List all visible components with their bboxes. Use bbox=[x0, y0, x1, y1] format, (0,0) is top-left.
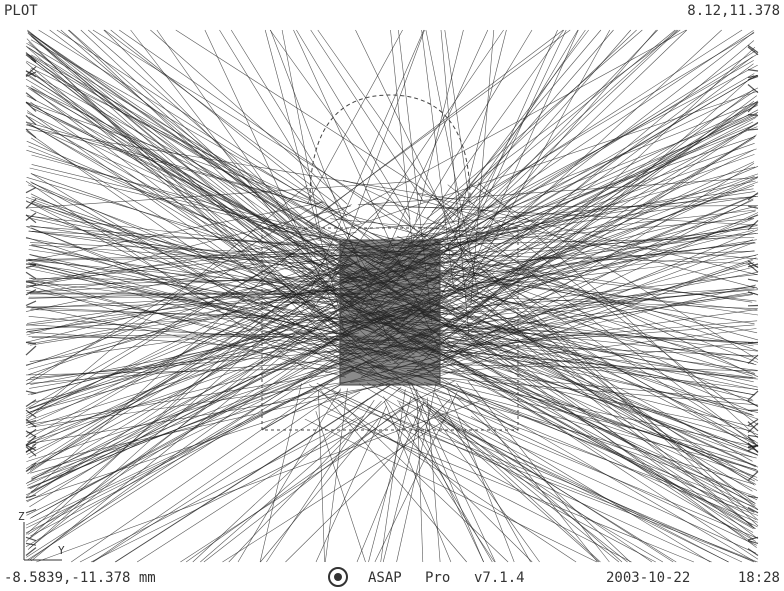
plot-title: PLOT bbox=[4, 3, 38, 19]
ray bbox=[26, 264, 36, 265]
product-edition: Pro bbox=[425, 570, 450, 586]
ray bbox=[748, 129, 758, 130]
product-version: v7.1.4 bbox=[474, 570, 525, 586]
plot-date: 2003-10-22 bbox=[606, 570, 690, 586]
plot-time: 18:28 bbox=[738, 570, 780, 586]
ray bbox=[748, 115, 758, 116]
product-name: ASAP bbox=[368, 570, 402, 586]
logo bbox=[329, 568, 347, 586]
corner-max: 8.12,11.378 bbox=[687, 3, 780, 19]
ray-trace-plot: Z Y PLOT 8.12,11.378 -8.5839,-11.378 mm … bbox=[0, 0, 784, 591]
axis-label-z: Z bbox=[18, 510, 25, 523]
ray bbox=[748, 342, 758, 343]
corner-min: -8.5839,-11.378 mm bbox=[4, 570, 156, 586]
logo-dot bbox=[334, 573, 342, 581]
emitter-core bbox=[340, 240, 440, 385]
axis-label-y: Y bbox=[58, 544, 65, 557]
